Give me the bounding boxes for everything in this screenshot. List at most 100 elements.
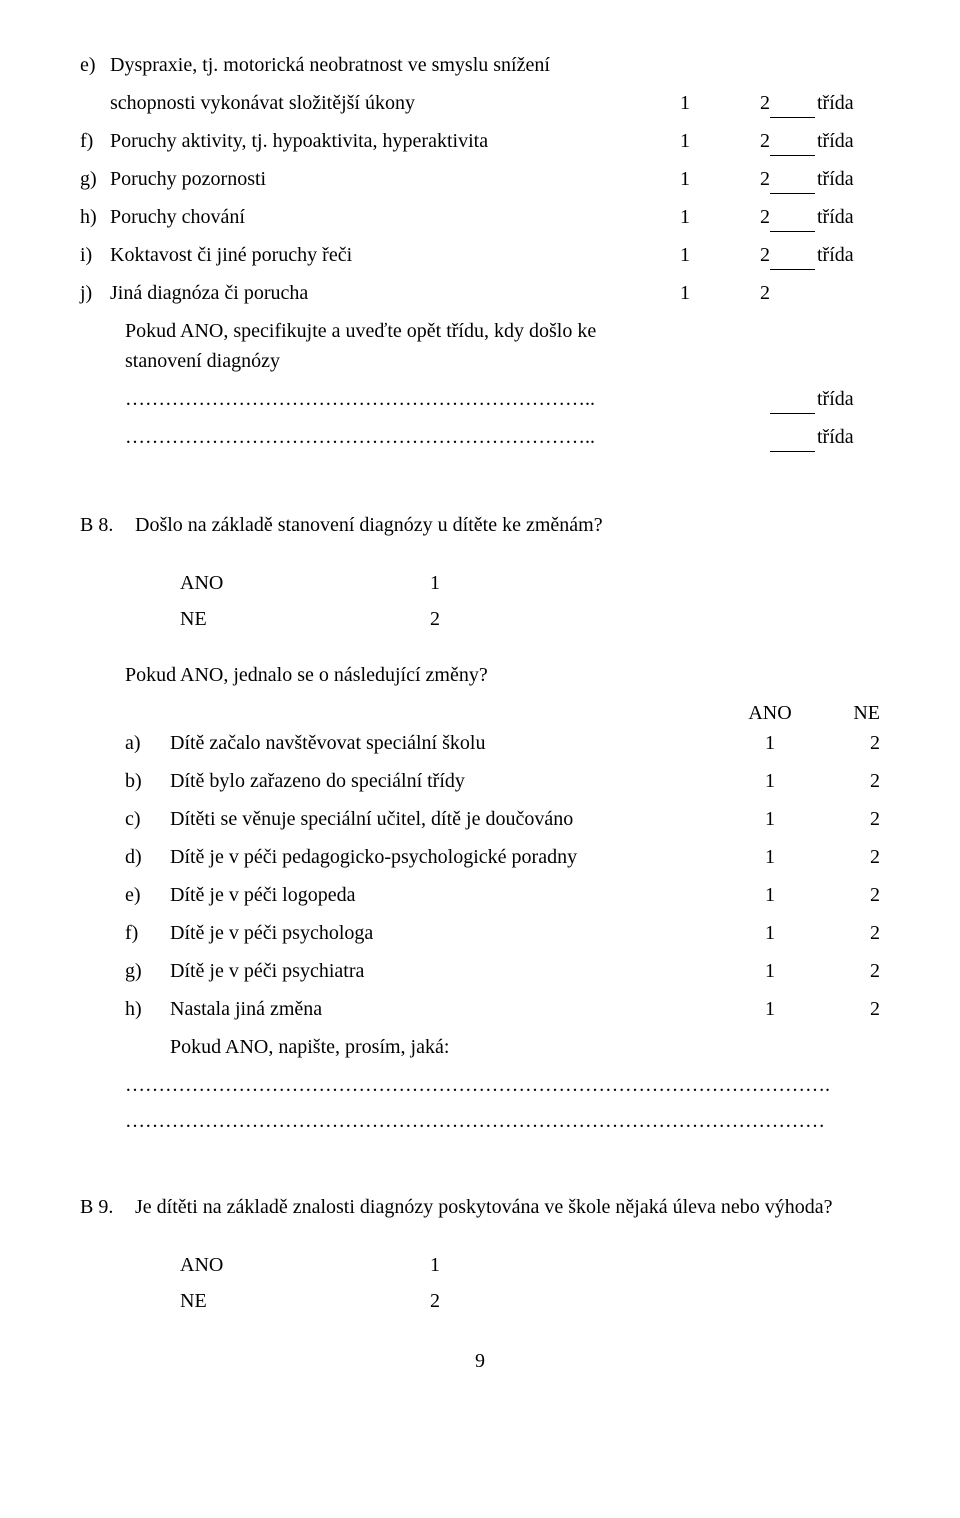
b8-row-e: e)Dítě je v péči logopeda12 xyxy=(125,880,880,910)
fill-suffix: třída xyxy=(817,206,854,228)
row-ano[interactable]: 1 xyxy=(720,766,820,796)
b8-ano-val: 1 xyxy=(430,568,460,598)
row-ne[interactable]: 2 xyxy=(820,956,880,986)
b9-text: Je dítěti na základě znalosti diagnózy p… xyxy=(135,1192,880,1222)
b8-row-g: g)Dítě je v péči psychiatra12 xyxy=(125,956,880,986)
row-text: Dítě bylo zařazeno do speciální třídy xyxy=(170,766,720,796)
spec-dots-1: …………………………………………………………….. xyxy=(125,384,770,414)
opt-g-2[interactable]: 2 xyxy=(760,164,770,194)
row-ne[interactable]: 2 xyxy=(820,728,880,758)
row-ano[interactable]: 1 xyxy=(720,728,820,758)
spec-line-1[interactable]: …………………………………………………………….. třída xyxy=(125,384,880,414)
b8-row-c: c)Dítěti se věnuje speciální učitel, dít… xyxy=(125,804,880,834)
row-ano[interactable]: 1 xyxy=(720,842,820,872)
spec-fill-1[interactable]: třída xyxy=(770,384,880,414)
row-ne[interactable]: 2 xyxy=(820,842,880,872)
b8-row-d: d)Dítě je v péči pedagogicko-psychologic… xyxy=(125,842,880,872)
head-ano: ANO xyxy=(720,698,820,728)
b9-ano-row[interactable]: ANO 1 xyxy=(180,1250,880,1280)
row-letter: c) xyxy=(125,804,170,834)
opt-h-1[interactable]: 1 xyxy=(680,202,690,232)
fill-suffix: třída xyxy=(817,130,854,152)
spec-dots-2: …………………………………………………………….. xyxy=(125,422,770,452)
fill-suffix: třída xyxy=(817,388,854,410)
page-number: 9 xyxy=(80,1346,880,1376)
opt-j-1[interactable]: 1 xyxy=(680,278,690,308)
b8-row-b: b)Dítě bylo zařazeno do speciální třídy1… xyxy=(125,766,880,796)
row-text: Dítě je v péči logopeda xyxy=(170,880,720,910)
spec-prompt-row: Pokud ANO, specifikujte a uveďte opět tř… xyxy=(125,316,880,376)
b8-ne-row[interactable]: NE 2 xyxy=(180,604,880,634)
row-ne[interactable]: 2 xyxy=(820,766,880,796)
question-row-f: f) Poruchy aktivity, tj. hypoaktivita, h… xyxy=(80,126,880,156)
row-ne[interactable]: 2 xyxy=(820,918,880,948)
row-ano[interactable]: 1 xyxy=(720,918,820,948)
row-ne[interactable]: 2 xyxy=(820,880,880,910)
row-ano[interactable]: 1 xyxy=(720,994,820,1024)
opt-j-2[interactable]: 2 xyxy=(760,278,770,308)
b9-ne-row[interactable]: NE 2 xyxy=(180,1286,880,1316)
row-text: Dítě je v péči pedagogicko-psychologické… xyxy=(170,842,720,872)
row-letter: h) xyxy=(125,994,170,1024)
b8-num: B 8. xyxy=(80,510,135,540)
row-text: Dítě je v péči psychiatra xyxy=(170,956,720,986)
b8-other-prompt: Pokud ANO, napište, prosím, jaká: xyxy=(170,1032,720,1062)
opt-e-2[interactable]: 2 xyxy=(760,88,770,118)
text-e-2: schopnosti vykonávat složitější úkony xyxy=(110,88,680,118)
fill-h[interactable]: třída xyxy=(770,202,880,232)
row-ne[interactable]: 2 xyxy=(820,804,880,834)
question-row-j: j) Jiná diagnóza či porucha 1 2 xyxy=(80,278,880,308)
text-j: Jiná diagnóza či porucha xyxy=(110,278,680,308)
spec-line-2[interactable]: …………………………………………………………….. třída xyxy=(125,422,880,452)
letter-e: e) xyxy=(80,50,110,80)
text-g: Poruchy pozornosti xyxy=(110,164,680,194)
opt-i-2[interactable]: 2 xyxy=(760,240,770,270)
fill-suffix: třída xyxy=(817,426,854,448)
opt-i-1[interactable]: 1 xyxy=(680,240,690,270)
row-letter: g) xyxy=(125,956,170,986)
fill-g[interactable]: třída xyxy=(770,164,880,194)
b9-ano-val: 1 xyxy=(430,1250,460,1280)
row-ne[interactable]: 2 xyxy=(820,994,880,1024)
text-i: Koktavost či jiné poruchy řeči xyxy=(110,240,680,270)
b8-dots-2[interactable]: …………………………………………………………………………………………… xyxy=(80,1106,880,1136)
b8-follow: Pokud ANO, jednalo se o následující změn… xyxy=(125,660,880,690)
b8-ano-row[interactable]: ANO 1 xyxy=(180,568,880,598)
b9-ne-val: 2 xyxy=(430,1286,460,1316)
fill-i[interactable]: třída xyxy=(770,240,880,270)
row-ano[interactable]: 1 xyxy=(720,956,820,986)
text-h: Poruchy chování xyxy=(110,202,680,232)
question-row-g: g) Poruchy pozornosti 1 2 třída xyxy=(80,164,880,194)
row-ano[interactable]: 1 xyxy=(720,880,820,910)
row-letter: f) xyxy=(125,918,170,948)
b8-row-a: a)Dítě začalo navštěvovat speciální škol… xyxy=(125,728,880,758)
text-e-1: Dyspraxie, tj. motorická neobratnost ve … xyxy=(110,50,680,80)
heading-b9: B 9. Je dítěti na základě znalosti diagn… xyxy=(80,1192,880,1222)
opt-h-2[interactable]: 2 xyxy=(760,202,770,232)
row-ano[interactable]: 1 xyxy=(720,804,820,834)
fill-e[interactable]: třída xyxy=(770,88,880,118)
row-letter: d) xyxy=(125,842,170,872)
row-letter: e) xyxy=(125,880,170,910)
head-ne: NE xyxy=(820,698,880,728)
letter-f: f) xyxy=(80,126,110,156)
row-letter: a) xyxy=(125,728,170,758)
opt-f-2[interactable]: 2 xyxy=(760,126,770,156)
row-text: Dítě je v péči psychologa xyxy=(170,918,720,948)
b9-ne-label: NE xyxy=(180,1286,430,1316)
question-row-e: e) Dyspraxie, tj. motorická neobratnost … xyxy=(80,50,880,80)
opt-e-1[interactable]: 1 xyxy=(680,88,690,118)
fill-f[interactable]: třída xyxy=(770,126,880,156)
b8-table-head: ANO NE xyxy=(125,698,880,728)
letter-j: j) xyxy=(80,278,110,308)
spec-fill-2[interactable]: třída xyxy=(770,422,880,452)
row-letter: b) xyxy=(125,766,170,796)
b8-text: Došlo na základě stanovení diagnózy u dí… xyxy=(135,510,880,540)
b8-other-row: Pokud ANO, napište, prosím, jaká: xyxy=(125,1032,880,1062)
question-row-h: h) Poruchy chování 1 2 třída xyxy=(80,202,880,232)
b9-num: B 9. xyxy=(80,1192,135,1222)
opt-f-1[interactable]: 1 xyxy=(680,126,690,156)
b8-dots-1[interactable]: ……………………………………………………………………………………………. xyxy=(80,1070,880,1100)
fill-suffix: třída xyxy=(817,168,854,190)
opt-g-1[interactable]: 1 xyxy=(680,164,690,194)
